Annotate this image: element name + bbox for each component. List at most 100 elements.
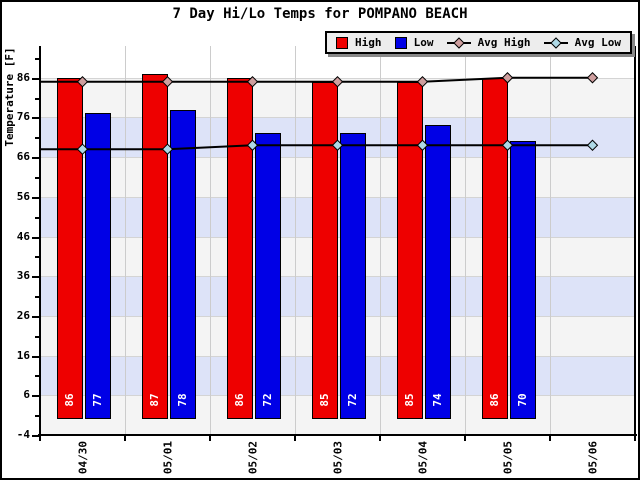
legend-label: High — [355, 36, 382, 49]
y-tick — [32, 117, 39, 120]
plot-band — [40, 117, 635, 158]
y-tick — [32, 315, 39, 318]
bar-low — [339, 133, 366, 420]
chart-title: 7 Day Hi/Lo Temps for POMPANO BEACH — [172, 6, 468, 22]
bar-low — [509, 141, 536, 420]
x-tick-label: 05/04 — [416, 440, 429, 475]
v-gridline — [210, 46, 211, 435]
legend-item-avg-high: Avg High — [446, 36, 531, 49]
plot-band — [40, 236, 635, 277]
h-gridline — [40, 355, 635, 357]
bar-value-label: 87 — [147, 393, 161, 407]
legend-marker-avg-high-icon — [446, 36, 471, 49]
legend-swatch-high-icon — [336, 36, 348, 49]
legend-label: Low — [413, 36, 434, 49]
v-gridline — [465, 46, 466, 435]
y-tick — [32, 276, 39, 279]
y-tick — [32, 435, 39, 437]
bar-high — [311, 81, 338, 420]
plot-band — [40, 157, 635, 197]
y-minor-tick — [35, 256, 39, 259]
v-gridline — [125, 46, 126, 435]
h-gridline — [40, 77, 635, 79]
bar-value-label: 70 — [515, 393, 529, 407]
legend-item-high: High — [336, 36, 382, 49]
plot-band — [40, 355, 635, 396]
bar-high — [226, 77, 253, 420]
y-tick-label: 66 — [16, 150, 30, 164]
bar-value-label: 85 — [317, 393, 331, 407]
h-gridline — [40, 236, 635, 238]
x-tick — [39, 435, 41, 441]
bar-value-label: 72 — [260, 393, 274, 407]
y-minor-tick — [35, 137, 39, 140]
plot-band — [40, 315, 635, 356]
y-axis-title: Temperature [F] — [3, 47, 16, 147]
y-minor-tick — [35, 335, 39, 338]
plot-band — [40, 196, 635, 237]
legend-swatch-low-icon — [394, 36, 407, 49]
legend-label: Avg Low — [574, 36, 621, 49]
x-tick — [294, 435, 296, 441]
x-tick — [549, 435, 551, 441]
plot-right-border — [634, 46, 636, 435]
y-minor-tick — [35, 375, 39, 378]
y-tick-label: 26 — [16, 308, 30, 322]
y-tick — [32, 157, 39, 160]
x-tick-label: 04/30 — [76, 440, 89, 475]
y-tick-label: 36 — [16, 269, 30, 283]
y-tick-label: 76 — [16, 110, 30, 124]
h-gridline — [40, 117, 635, 119]
bar-value-label: 72 — [345, 393, 359, 407]
legend-label: Avg High — [477, 36, 531, 49]
y-tick — [32, 355, 39, 358]
y-tick-label: 6 — [23, 388, 30, 402]
x-tick-label: 05/03 — [331, 440, 344, 475]
v-gridline — [295, 46, 296, 435]
bar-value-label: 74 — [430, 393, 444, 407]
h-gridline — [40, 395, 635, 397]
bar-value-label: 86 — [487, 393, 501, 407]
x-tick — [379, 435, 381, 441]
y-minor-tick — [35, 216, 39, 219]
bar-value-label: 78 — [175, 393, 189, 407]
legend-marker-avg-low-icon — [543, 36, 568, 49]
x-tick-label: 05/02 — [246, 440, 259, 475]
y-tick — [32, 395, 39, 398]
plot-band — [40, 77, 635, 118]
bar-high — [396, 81, 423, 420]
y-tick-label: 56 — [16, 189, 30, 203]
x-tick — [464, 435, 466, 441]
legend-item-avg-low: Avg Low — [543, 36, 621, 49]
y-tick-label: -4 — [16, 428, 30, 441]
h-gridline — [40, 196, 635, 198]
y-tick — [32, 196, 39, 199]
x-tick-label: 05/05 — [501, 440, 514, 475]
y-minor-tick — [35, 57, 39, 60]
bar-high — [481, 77, 508, 420]
x-tick-label: 05/06 — [586, 440, 599, 475]
bar-high — [56, 77, 83, 420]
legend-item-low: Low — [394, 36, 434, 49]
bar-value-label: 85 — [402, 393, 416, 407]
bar-high — [141, 73, 168, 420]
y-tick — [32, 77, 39, 80]
legend: High Low Avg High Avg Low — [325, 31, 632, 54]
x-tick — [124, 435, 126, 441]
y-tick — [32, 236, 39, 239]
x-tick-label: 05/01 — [161, 440, 174, 475]
y-axis-line — [39, 46, 41, 437]
bar-low — [424, 125, 451, 420]
bar-low — [254, 133, 281, 420]
bar-value-label: 77 — [90, 393, 104, 407]
plot-band — [40, 276, 635, 316]
x-tick — [209, 435, 211, 441]
y-tick-label: 86 — [16, 70, 30, 84]
y-tick-label: 16 — [16, 348, 30, 362]
y-tick-label: 46 — [16, 229, 30, 243]
plot-band — [40, 395, 635, 435]
v-gridline — [380, 46, 381, 435]
h-gridline — [40, 315, 635, 317]
